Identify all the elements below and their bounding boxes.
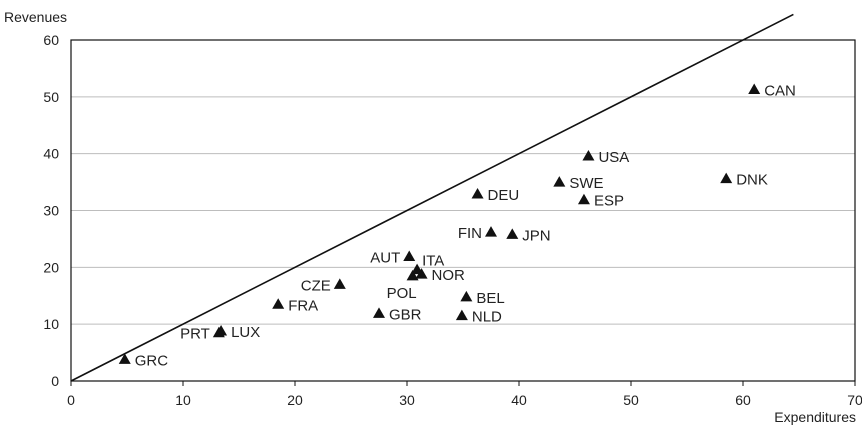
point-marker-cze (333, 278, 346, 289)
x-tick-label: 10 (175, 392, 191, 408)
x-tick-label: 40 (511, 392, 527, 408)
point-label-nld: NLD (472, 309, 502, 326)
x-tick-label: 20 (287, 392, 303, 408)
point-label-deu: DEU (488, 187, 520, 204)
point-label-ita: ITA (422, 253, 444, 270)
point-marker-dnk (720, 172, 733, 184)
point-label-can: CAN (764, 82, 796, 99)
point-label-dnk: DNK (736, 172, 768, 189)
point-marker-fin (485, 226, 497, 237)
point-label-aut: AUT (370, 250, 400, 267)
point-marker-bel (460, 290, 473, 302)
point-label-bel: BEL (476, 290, 504, 307)
point-marker-grc (118, 353, 131, 364)
y-tick-label: 40 (43, 146, 59, 162)
point-marker-jpn (506, 228, 519, 239)
point-marker-usa (582, 149, 595, 161)
x-axis-label: Expenditures (774, 409, 856, 425)
y-tick-label: 10 (43, 316, 59, 332)
x-tick-label: 60 (735, 392, 751, 408)
point-label-jpn: JPN (522, 227, 550, 244)
point-label-grc: GRC (135, 352, 169, 369)
point-marker-fra (272, 298, 285, 309)
data-points: GRC PRT LUX FRA CZE GBR AUT ITA POL NOR BEL NLD DEU F… (118, 82, 796, 369)
point-label-usa: USA (598, 149, 629, 166)
y-tick-label: 50 (43, 89, 59, 105)
reference-line (70, 13, 794, 382)
point-label-lux: LUX (231, 324, 260, 341)
point-label-cze: CZE (301, 277, 331, 294)
x-tick-label: 50 (623, 392, 639, 408)
point-label-pol: POL (387, 285, 417, 302)
point-label-gbr: GBR (389, 306, 422, 323)
x-tick-label: 30 (399, 392, 415, 408)
y-tick-label: 60 (43, 32, 59, 48)
x-tick-label: 70 (847, 392, 862, 408)
axes: 0 10 20 30 40 50 60 0 10 20 30 40 50 60 70 (43, 32, 862, 408)
point-marker-esp (577, 193, 590, 205)
point-label-swe: SWE (569, 175, 603, 192)
reference-line-layer (70, 13, 794, 382)
point-marker-can (748, 83, 761, 94)
point-marker-deu (471, 188, 484, 199)
point-label-esp: ESP (594, 193, 624, 210)
x-tick-label: 0 (67, 392, 75, 408)
point-marker-nld (455, 309, 468, 321)
point-label-nor: NOR (432, 267, 466, 284)
point-marker-gbr (373, 307, 385, 318)
point-marker-swe (553, 176, 566, 187)
plot-frame (70, 39, 856, 382)
point-label-prt: PRT (180, 326, 210, 343)
point-label-fra: FRA (288, 297, 318, 314)
point-marker-lux (215, 324, 228, 336)
point-label-fin: FIN (458, 225, 482, 242)
y-tick-label: 0 (51, 373, 59, 389)
y-tick-label: 20 (43, 259, 59, 275)
y-tick-label: 30 (43, 203, 59, 219)
point-marker-nor (415, 268, 428, 279)
point-marker-aut (403, 250, 416, 262)
y-axis-label: Revenues (4, 9, 67, 25)
point-marker-pol (406, 269, 419, 281)
